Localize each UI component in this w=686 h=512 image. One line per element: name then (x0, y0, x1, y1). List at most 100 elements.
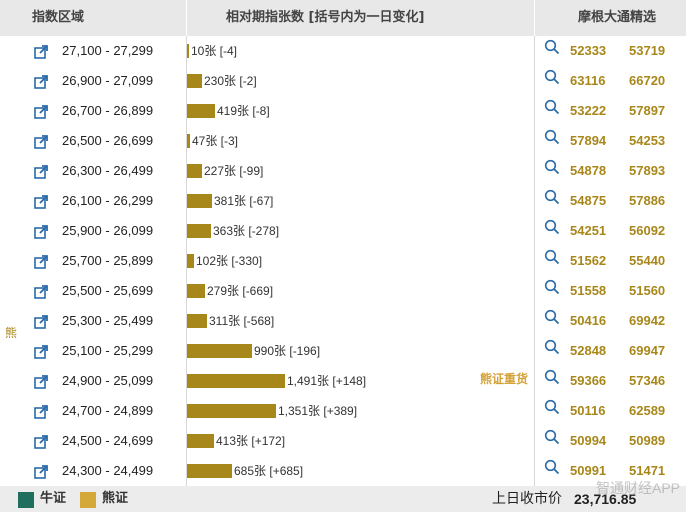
index-range: 25,500 - 25,699 (62, 283, 154, 298)
search-icon[interactable] (544, 129, 560, 145)
legend-bar: 牛证 熊证 上日收市价 23,716.85 (0, 486, 686, 512)
jpm-code-2[interactable]: 55440 (629, 253, 666, 268)
index-range: 26,700 - 26,899 (62, 103, 154, 118)
search-icon[interactable] (544, 279, 560, 295)
jpm-code-2[interactable]: 53719 (629, 43, 666, 58)
header-divider (534, 0, 535, 36)
jpm-code-1[interactable]: 54251 (570, 223, 607, 238)
count-label: 279张 [-669] (207, 284, 274, 298)
external-link-icon[interactable] (34, 134, 48, 149)
count-bar (187, 434, 214, 448)
external-link-icon[interactable] (34, 404, 48, 419)
jpm-code-2[interactable]: 51471 (629, 463, 666, 478)
jpm-code-1[interactable]: 50416 (570, 313, 607, 328)
external-link-icon[interactable] (34, 44, 48, 59)
jpm-code-2[interactable]: 57346 (629, 373, 666, 388)
jpm-code-2[interactable]: 50989 (629, 433, 666, 448)
search-icon[interactable] (544, 459, 560, 475)
count-label: 419张 [-8] (217, 104, 270, 118)
jpm-code-1[interactable]: 52333 (570, 43, 607, 58)
jpm-code-1[interactable]: 50116 (570, 403, 606, 418)
search-icon[interactable] (544, 249, 560, 265)
count-bar (187, 104, 215, 118)
table-row: 26,500 - 26,699 47张 [-3] 57894 54253 (0, 126, 686, 156)
external-link-icon[interactable] (34, 434, 48, 449)
jpm-code-2[interactable]: 51560 (629, 283, 666, 298)
jpm-code-1[interactable]: 63116 (570, 73, 606, 88)
external-link-icon[interactable] (34, 104, 48, 119)
jpm-code-2[interactable]: 57893 (629, 163, 666, 178)
jpm-code-1[interactable]: 50991 (570, 463, 607, 478)
count-label: 230张 [-2] (204, 74, 257, 88)
search-icon[interactable] (544, 219, 560, 235)
count-label: 102张 [-330] (196, 254, 263, 268)
count-label: 990张 [-196] (254, 344, 321, 358)
count-bar (187, 344, 252, 358)
table-header: 指数区域 相对期指张数 [括号内为一日变化] 摩根大通精选 (0, 0, 686, 36)
column-divider (534, 36, 535, 486)
external-link-icon[interactable] (34, 284, 48, 299)
count-bar (187, 464, 232, 478)
search-icon[interactable] (544, 99, 560, 115)
header-jpm-picks: 摩根大通精选 (578, 10, 657, 25)
jpm-code-2[interactable]: 66720 (629, 73, 666, 88)
count-bar (187, 194, 212, 208)
table-row: 26,300 - 26,499 227张 [-99] 54878 57893 (0, 156, 686, 186)
index-range: 26,500 - 26,699 (62, 133, 154, 148)
jpm-code-2[interactable]: 54253 (629, 133, 666, 148)
external-link-icon[interactable] (34, 374, 48, 389)
jpm-code-1[interactable]: 51558 (570, 283, 607, 298)
index-range: 25,300 - 25,499 (62, 313, 154, 328)
count-label: 413张 [+172] (216, 434, 286, 448)
jpm-code-1[interactable]: 57894 (570, 133, 607, 148)
search-icon[interactable] (544, 159, 560, 175)
search-icon[interactable] (544, 309, 560, 325)
jpm-code-1[interactable]: 59366 (570, 373, 607, 388)
index-range: 26,300 - 26,499 (62, 163, 154, 178)
jpm-code-2[interactable]: 56092 (629, 223, 666, 238)
external-link-icon[interactable] (34, 254, 48, 269)
external-link-icon[interactable] (34, 344, 48, 359)
search-icon[interactable] (544, 39, 560, 55)
table-row: 24,900 - 25,099 1,491张 [+148] 59366 57346 (0, 366, 686, 396)
jpm-code-2[interactable]: 69947 (629, 343, 666, 358)
external-link-icon[interactable] (34, 164, 48, 179)
jpm-code-1[interactable]: 51562 (570, 253, 607, 268)
external-link-icon[interactable] (34, 314, 48, 329)
count-bar (187, 254, 194, 268)
jpm-code-1[interactable]: 50994 (570, 433, 607, 448)
table-row: 25,500 - 25,699 279张 [-669] 51558 51560 (0, 276, 686, 306)
header-index-range: 指数区域 (32, 10, 85, 25)
index-range: 26,900 - 27,099 (62, 73, 154, 88)
index-range: 24,500 - 24,699 (62, 433, 154, 448)
count-bar (187, 374, 285, 388)
external-link-icon[interactable] (34, 464, 48, 479)
previous-close-value: 23,716.85 (574, 491, 637, 507)
jpm-code-1[interactable]: 54878 (570, 163, 607, 178)
search-icon[interactable] (544, 189, 560, 205)
jpm-code-2[interactable]: 57897 (629, 103, 666, 118)
table-row: 25,700 - 25,899 102张 [-330] 51562 55440 (0, 246, 686, 276)
jpm-code-2[interactable]: 57886 (629, 193, 666, 208)
external-link-icon[interactable] (34, 194, 48, 209)
search-icon[interactable] (544, 429, 560, 445)
search-icon[interactable] (544, 339, 560, 355)
jpm-code-2[interactable]: 69942 (629, 313, 666, 328)
search-icon[interactable] (544, 399, 560, 415)
search-icon[interactable] (544, 369, 560, 385)
search-icon[interactable] (544, 69, 560, 85)
bear-swatch (80, 492, 96, 508)
jpm-code-1[interactable]: 54875 (570, 193, 607, 208)
external-link-icon[interactable] (34, 224, 48, 239)
external-link-icon[interactable] (34, 74, 48, 89)
jpm-code-2[interactable]: 62589 (629, 403, 666, 418)
jpm-code-1[interactable]: 52848 (570, 343, 607, 358)
watermark: 智通财经APP (596, 480, 681, 496)
count-bar (187, 164, 202, 178)
count-label: 1,351张 [+389] (278, 404, 358, 418)
legend-bear-label: 熊证 (102, 491, 129, 506)
previous-close-label: 上日收市价 (492, 491, 562, 507)
count-bar (187, 404, 276, 418)
jpm-code-1[interactable]: 53222 (570, 103, 607, 118)
table-row: 26,100 - 26,299 381张 [-67] 54875 57886 (0, 186, 686, 216)
